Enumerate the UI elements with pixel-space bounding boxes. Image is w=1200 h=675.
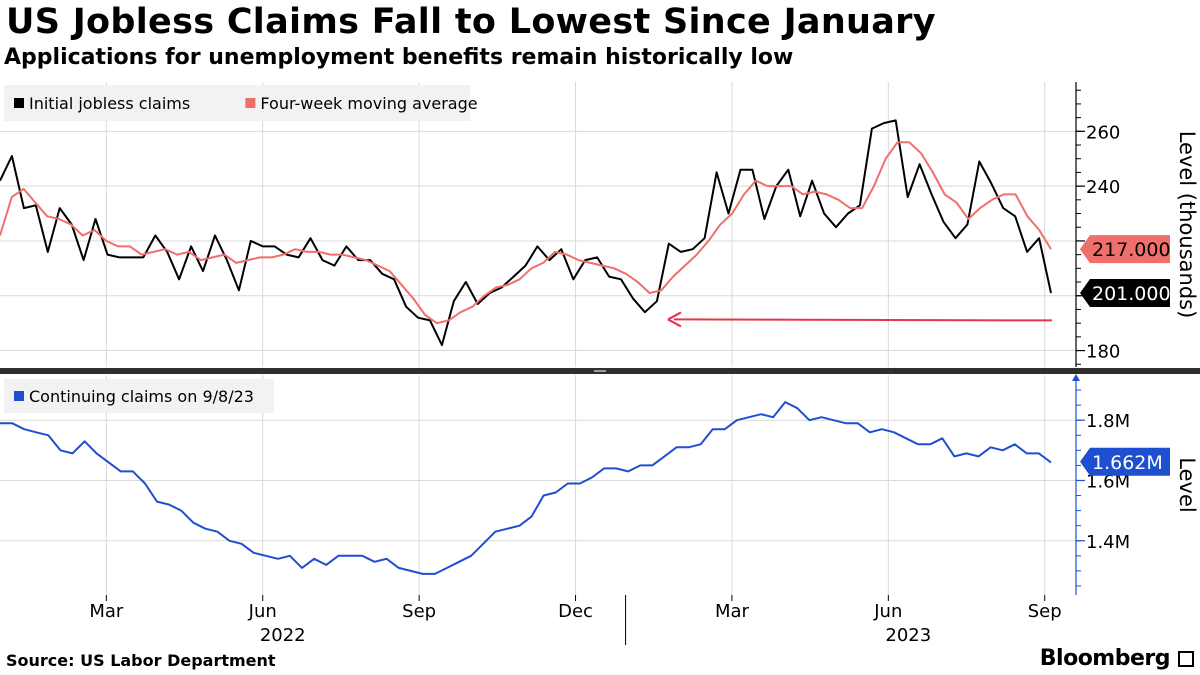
value-tag-label: 201.000: [1092, 283, 1171, 305]
legend-label: Continuing claims on 9/8/23: [29, 387, 254, 406]
bottom-panel: 1.4M 1.6M 1.8M Level Continuing claims on 9/…: [0, 374, 1199, 595]
x-tick-label: Jun: [248, 601, 277, 622]
y-tick-label: 1.6M: [1086, 471, 1130, 492]
y-tick-label: 180: [1086, 342, 1120, 363]
panel-divider-grip: [594, 370, 606, 372]
y-tick-label: 1.4M: [1086, 532, 1130, 553]
top-panel: 180 240 260 Level (thousands) Initial jobles…: [0, 82, 1199, 367]
y-axis-arrow: [1072, 374, 1080, 381]
legend-box: [4, 379, 274, 413]
y-axis-title: Level: [1175, 457, 1199, 512]
legend-label: Initial jobless claims: [29, 94, 190, 113]
legend-label: Four-week moving average: [260, 94, 477, 113]
x-tick-label: Mar: [715, 601, 750, 622]
x-tick-label: Mar: [89, 601, 124, 622]
y-tick-label: 240: [1086, 177, 1120, 198]
chart-title: US Jobless Claims Fall to Lowest Since J…: [6, 2, 936, 42]
x-tick-label: Dec: [558, 601, 593, 622]
series-line-initial-jobless-claims: [0, 119, 1052, 347]
lowest-arrow-head: [667, 311, 682, 328]
x-tick-label: Jun: [873, 601, 902, 622]
bloomberg-mark-icon: [1178, 651, 1194, 667]
bloomberg-logo: Bloomberg: [1039, 646, 1171, 671]
value-tag-label: 217.000: [1092, 239, 1171, 261]
value-tag-label: 1.662M: [1092, 452, 1163, 474]
x-tick-label: Sep: [1028, 601, 1062, 622]
lowest-arrow-line: [673, 318, 1053, 322]
series-line-continuing-claims-on-9-8-23: [0, 401, 1052, 575]
value-tag: [1080, 279, 1170, 308]
y-tick-label: 260: [1086, 122, 1120, 143]
series-line-four-week-moving-average: [0, 141, 1052, 325]
value-tag: [1080, 447, 1170, 476]
y-tick-label: 1.8M: [1086, 411, 1130, 432]
y-axis-title: Level (thousands): [1175, 131, 1199, 319]
source-note: Source: US Labor Department: [6, 651, 276, 670]
legend-swatch: [14, 391, 24, 401]
x-tick-label: Sep: [402, 601, 436, 622]
chart-subtitle: Applications for unemployment benefits r…: [4, 45, 794, 70]
x-axis: Mar Jun Sep Dec Mar Jun Sep 2022 2023: [0, 368, 1200, 646]
legend-swatch: [245, 98, 256, 108]
legend-swatch: [14, 98, 24, 108]
x-year-label: 2023: [885, 625, 931, 646]
value-tag: [1080, 235, 1170, 264]
x-year-label: 2022: [260, 625, 306, 646]
legend-box: [4, 85, 470, 121]
